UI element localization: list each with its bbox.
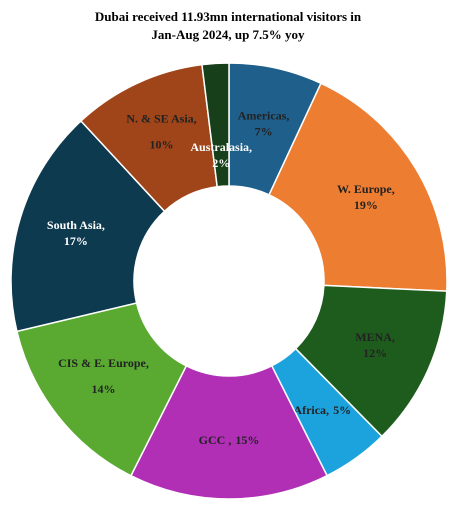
category-label: Australasia, (190, 140, 252, 154)
category-label: W. Europe, (337, 182, 395, 196)
chart-title: Jan-Aug 2024, up 7.5% yoy (151, 27, 305, 42)
value-label: 12% (363, 346, 387, 360)
value-label: 19% (354, 198, 378, 212)
donut-slice (294, 284, 448, 438)
donut-slice (201, 62, 230, 188)
category-label: Americas, (238, 109, 290, 123)
slice-label: Africa, 5% (293, 403, 351, 417)
value-label: 5% (333, 403, 351, 417)
value-label: 10% (150, 138, 174, 152)
slice-label: GCC , 15% (199, 433, 260, 447)
category-label: N. & SE Asia, (126, 112, 196, 126)
value-label: 7% (255, 125, 273, 139)
category-label: Africa, (293, 403, 329, 417)
category-label: CIS & E. Europe, (58, 356, 149, 370)
value-label: 15% (235, 433, 259, 447)
value-label: 17% (64, 234, 88, 248)
donut-slice (10, 119, 166, 333)
category-label: GCC , (199, 433, 232, 447)
donut-slice (268, 82, 448, 292)
value-label: 14% (91, 382, 115, 396)
donut-slice (16, 302, 188, 477)
category-label: South Asia, (47, 218, 105, 232)
donut-slice (129, 364, 329, 500)
chart-title: Dubai received 11.93mn international vis… (95, 9, 362, 24)
category-label: MENA, (355, 330, 395, 344)
value-label: 2% (212, 156, 230, 170)
